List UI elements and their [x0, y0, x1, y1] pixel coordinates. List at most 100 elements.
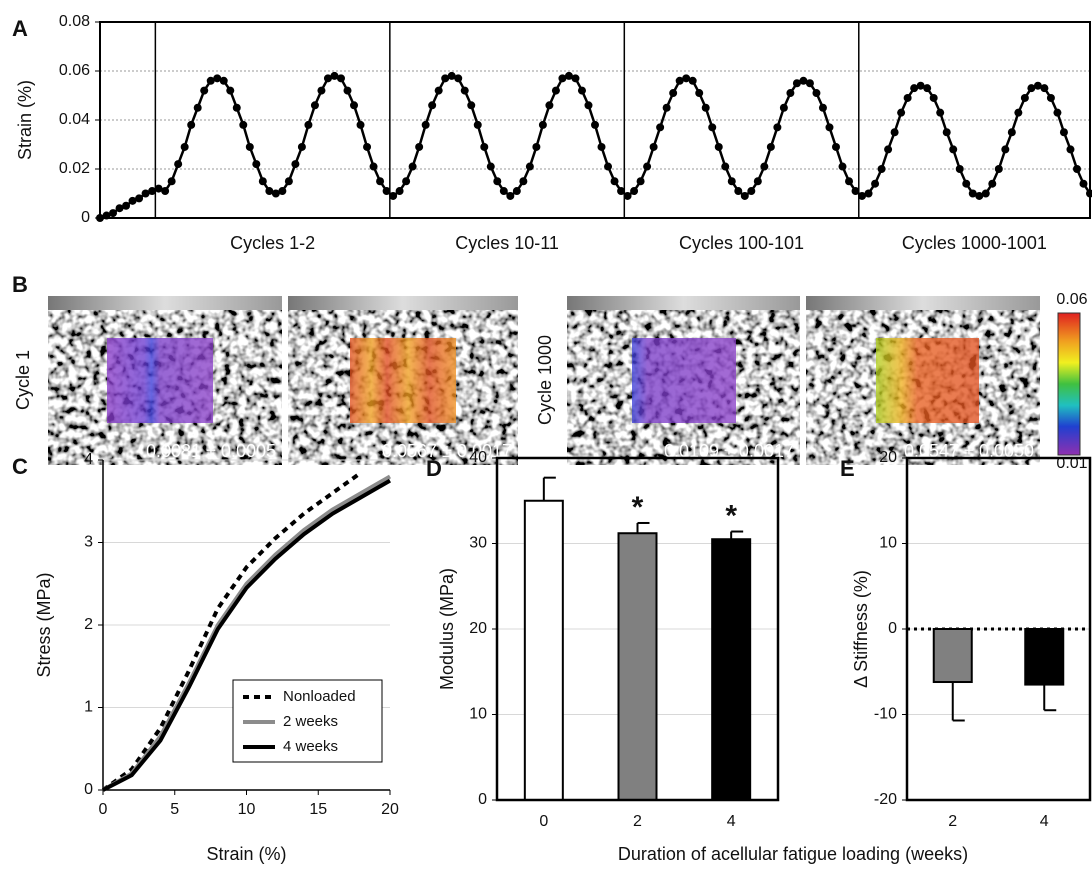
strain-point: [206, 76, 215, 85]
panel-letter: A: [12, 16, 28, 41]
legend-label: 2 weeks: [283, 713, 338, 730]
strain-value-label: 0.0109 ± 0.0017: [664, 441, 794, 461]
strain-point: [636, 177, 645, 186]
strain-point: [161, 187, 170, 196]
strain-point: [213, 74, 222, 83]
bar: [1024, 628, 1065, 686]
stress-curve: [102, 478, 391, 792]
strain-overlay: [107, 338, 213, 423]
strain-point: [200, 86, 209, 95]
x-tick-label: 2: [633, 813, 642, 830]
strain-point: [656, 123, 665, 132]
strain-point: [577, 86, 586, 95]
strain-point: [519, 177, 528, 186]
strain-point: [473, 120, 482, 129]
stress-curve: [102, 474, 391, 792]
x-tick-label: 10: [238, 801, 256, 818]
strain-point: [226, 86, 235, 95]
strain-point: [447, 71, 456, 80]
y-tick-label: 0: [81, 209, 90, 226]
strain-point: [128, 196, 137, 205]
strain-point: [493, 177, 502, 186]
strain-point: [1040, 84, 1049, 93]
strain-point: [779, 103, 788, 112]
strain-point: [506, 191, 515, 200]
strain-point: [708, 123, 717, 132]
strain-point: [682, 74, 691, 83]
strain-point: [962, 179, 971, 188]
strain-point: [428, 101, 437, 110]
strain-point: [571, 74, 580, 83]
strain-point: [747, 187, 756, 196]
strain-point: [1007, 128, 1016, 137]
colorbar-min: 0.01: [1056, 455, 1087, 472]
x-tick-label: 0: [539, 813, 548, 830]
strain-point: [597, 142, 606, 151]
strain-point: [291, 160, 300, 169]
strain-point: [395, 187, 404, 196]
strain-point: [923, 84, 932, 93]
strain-point: [929, 93, 938, 102]
strain-point: [740, 191, 749, 200]
strain-point: [688, 76, 697, 85]
x-group-label: Cycles 1-2: [230, 233, 315, 253]
y-tick-label: 0: [888, 620, 897, 637]
strain-point: [376, 177, 385, 186]
strain-point: [584, 101, 593, 110]
strain-point: [675, 76, 684, 85]
strain-point: [336, 74, 345, 83]
strain-point: [512, 187, 521, 196]
y-tick-label: 0.04: [59, 111, 90, 128]
strain-point: [981, 189, 990, 198]
strain-point: [408, 162, 417, 171]
strain-point: [773, 123, 782, 132]
strain-line: [158, 74, 388, 195]
y-tick-label: 40: [469, 449, 487, 466]
strain-point: [538, 120, 547, 129]
strain-point: [310, 101, 319, 110]
strain-point: [486, 162, 495, 171]
y-axis-label: Strain (%): [15, 80, 35, 160]
bar: [711, 538, 752, 801]
strain-point: [610, 177, 619, 186]
y-tick-label: 0.02: [59, 160, 90, 177]
strain-point: [323, 74, 332, 83]
strain-point: [916, 81, 925, 90]
strain-point: [245, 142, 254, 151]
y-tick-label: 3: [84, 534, 93, 551]
bar: [932, 628, 973, 684]
strain-point: [317, 86, 326, 95]
strain-point: [219, 76, 228, 85]
strain-point: [831, 142, 840, 151]
strain-point: [721, 162, 730, 171]
strain-point: [441, 74, 450, 83]
strain-point: [994, 165, 1003, 173]
panel-letter: C: [12, 454, 28, 479]
strain-point: [871, 179, 880, 188]
x-axis-label: Duration of acellular fatigue loading (w…: [618, 844, 968, 864]
strain-point: [1033, 81, 1042, 90]
strain-point: [232, 103, 241, 112]
x-group-label: Cycles 1000-1001: [902, 233, 1047, 253]
strain-point: [805, 79, 814, 88]
plot-frame: [495, 456, 780, 802]
y-tick-label: 0.06: [59, 62, 90, 79]
strain-value-label: 0.0081 ± 0.0005: [146, 441, 276, 461]
strain-point: [499, 187, 508, 196]
y-tick-label: 20: [469, 620, 487, 637]
x-tick-label: 15: [309, 801, 327, 818]
strain-point: [669, 89, 678, 98]
image-top-band: [48, 296, 282, 310]
strain-line: [392, 74, 623, 198]
strain-point: [454, 74, 463, 83]
y-tick-label: -20: [874, 791, 897, 808]
strain-point: [864, 189, 873, 198]
strain-point: [858, 191, 867, 200]
strain-point: [845, 177, 854, 186]
strain-point: [623, 191, 632, 200]
strain-overlay: [632, 338, 736, 423]
strain-point: [727, 177, 736, 186]
x-tick-label: 20: [381, 801, 399, 818]
strain-point: [792, 79, 801, 88]
